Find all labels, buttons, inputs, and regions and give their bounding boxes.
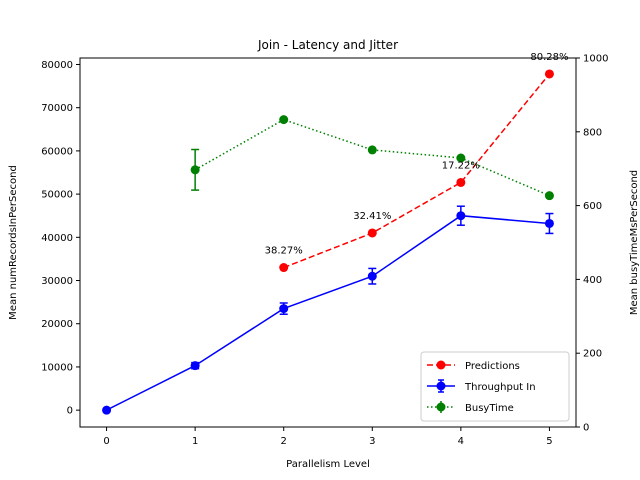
data-point-busytime [190,165,200,175]
data-point-throughput-in [279,304,289,314]
data-point-throughput-in [544,218,554,228]
x-tick-label: 4 [458,436,464,447]
data-point-predictions [456,177,466,187]
y-axis-left: 0 10000 20000 30000 40000 50000 60000 70000 8000… [41,60,80,417]
legend-marker-predictions [436,360,446,370]
y-axis-right-label: Mean busyTimeMsPerSecond [629,170,640,315]
y-left-tick-label: 40000 [41,233,73,244]
data-point-throughput-in [367,271,377,281]
y-left-tick-label: 70000 [41,103,73,114]
y-axis-right: 0 200 400 600 800 1000 [576,54,608,434]
x-tick-label: 5 [546,436,552,447]
data-point-throughput-in [456,211,466,221]
annotation-label: 38.27% [265,246,303,257]
x-tick-label: 3 [369,436,375,447]
annotations: 38.27% 32.41% 17.22% 80.28% [265,52,569,257]
data-point-throughput-in [190,361,200,371]
y-right-tick-label: 200 [583,349,602,360]
x-axis: 0 1 2 3 4 5 [103,427,553,447]
data-point-throughput-in [102,405,112,415]
annotation-label: 80.28% [530,52,568,63]
y-left-tick-label: 10000 [41,362,73,373]
y-right-tick-label: 800 [583,127,602,138]
x-axis-label: Parallelism Level [286,459,370,470]
series-predictions [279,69,554,273]
data-point-predictions [279,263,289,273]
y-left-tick-label: 0 [67,406,73,417]
y-left-tick-label: 30000 [41,276,73,287]
y-left-tick-label: 80000 [41,60,73,71]
y-left-tick-label: 60000 [41,146,73,157]
x-tick-label: 0 [103,436,109,447]
data-point-predictions [367,228,377,238]
series-throughput-in [102,205,554,415]
series-busytime [190,115,554,201]
data-point-busytime [279,115,289,125]
legend-marker-busytime [436,402,446,412]
y-right-tick-label: 0 [583,423,589,434]
data-point-predictions [544,69,554,79]
series-line-busytime [194,118,550,197]
legend-marker-throughput-in [436,381,446,391]
y-left-tick-label: 50000 [41,190,73,201]
data-point-busytime [456,153,466,163]
series-line-throughput-in [106,214,550,411]
plot-area [102,69,554,415]
legend-label-throughput-in: Throughput In [464,382,536,393]
data-point-busytime [367,145,377,155]
plot-frame [79,57,577,428]
chart-title: Join - Latency and Jitter [257,38,398,52]
annotation-label: 32.41% [353,211,391,222]
series-line-predictions [283,73,550,269]
x-tick-label: 2 [281,436,287,447]
y-right-tick-label: 1000 [583,54,608,65]
y-right-tick-label: 400 [583,275,602,286]
legend-label-busytime: BusyTime [465,403,514,414]
y-left-tick-label: 20000 [41,319,73,330]
y-right-tick-label: 600 [583,201,602,212]
legend-label-predictions: Predictions [465,361,520,372]
y-axis-left-label: Mean numRecordsInPerSecond [8,165,19,320]
x-tick-label: 1 [192,436,198,447]
annotation-label: 17.22% [442,160,480,171]
legend: Predictions Throughput In BusyTime [420,351,570,422]
legend-box [420,351,570,422]
data-point-busytime [544,191,554,201]
